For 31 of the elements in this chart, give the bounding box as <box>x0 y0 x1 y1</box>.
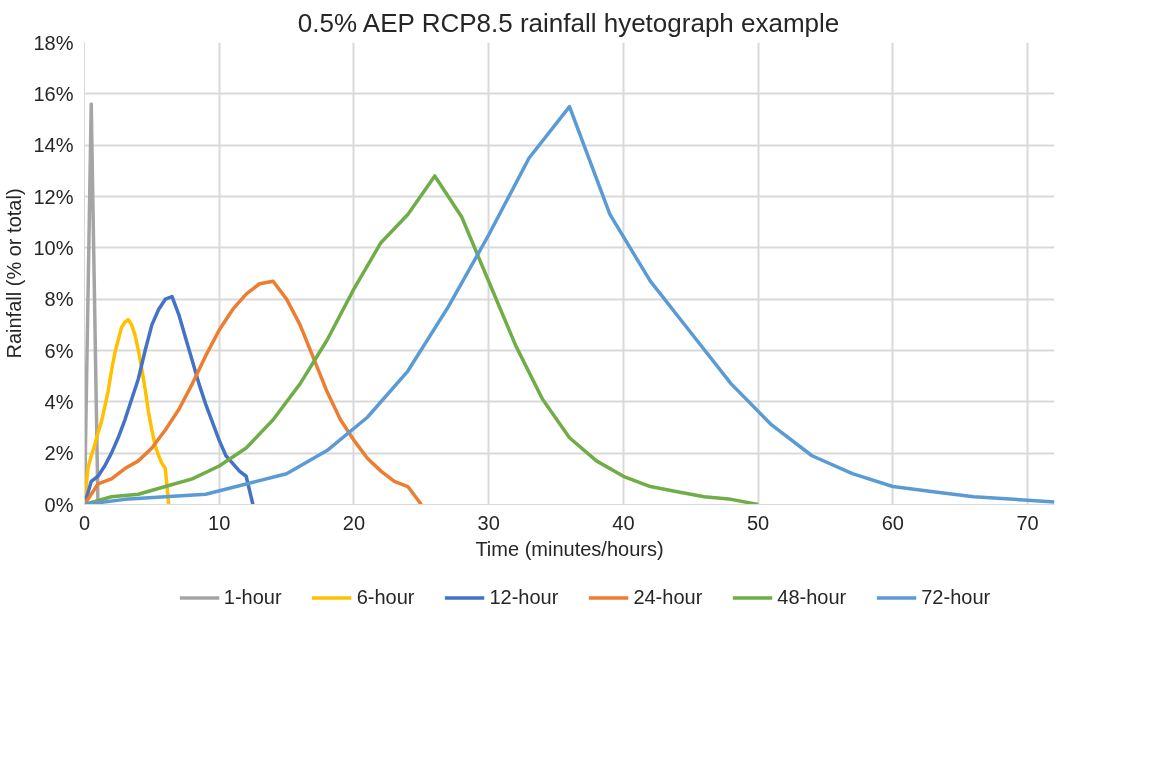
legend-label: 48-hour <box>777 585 847 609</box>
x-tick-label: 50 <box>746 511 770 534</box>
legend-label: 72-hour <box>921 585 991 609</box>
y-tick-label: 12% <box>33 185 74 208</box>
y-tick-label: 10% <box>33 236 74 259</box>
legend-label: 1-hour <box>223 585 282 609</box>
y-tick-label: 14% <box>33 134 74 157</box>
x-tick-label: 30 <box>477 511 500 534</box>
y-tick-label: 4% <box>44 390 74 413</box>
line-series <box>84 174 760 505</box>
x-tick-label: 0 <box>78 511 91 534</box>
y-axis-title: Rainfall (% or total) <box>3 188 26 359</box>
y-tick-label: 0% <box>44 493 74 516</box>
y-tick-label: 6% <box>44 339 74 362</box>
y-tick-label: 18% <box>33 31 74 54</box>
x-tick-label: 20 <box>342 511 366 534</box>
y-tick-label: 8% <box>44 288 74 311</box>
legend-label: 6-hour <box>356 585 415 609</box>
line-series <box>84 317 171 505</box>
x-tick-label: 10 <box>208 511 231 534</box>
x-axis-title: Time (minutes/hours) <box>475 537 664 560</box>
y-tick-label: 16% <box>33 82 74 105</box>
x-tick-label: 40 <box>612 511 635 534</box>
x-tick-label: 70 <box>1016 511 1039 534</box>
line-series <box>84 294 255 505</box>
legend-label: 24-hour <box>633 585 703 609</box>
legend-label: 12-hour <box>489 585 559 609</box>
x-tick-label: 60 <box>881 511 904 534</box>
line-series <box>84 279 424 505</box>
y-tick-label: 2% <box>44 442 74 465</box>
chart-title: 0.5% AEP RCP8.5 rainfall hyetograph example <box>297 7 840 38</box>
